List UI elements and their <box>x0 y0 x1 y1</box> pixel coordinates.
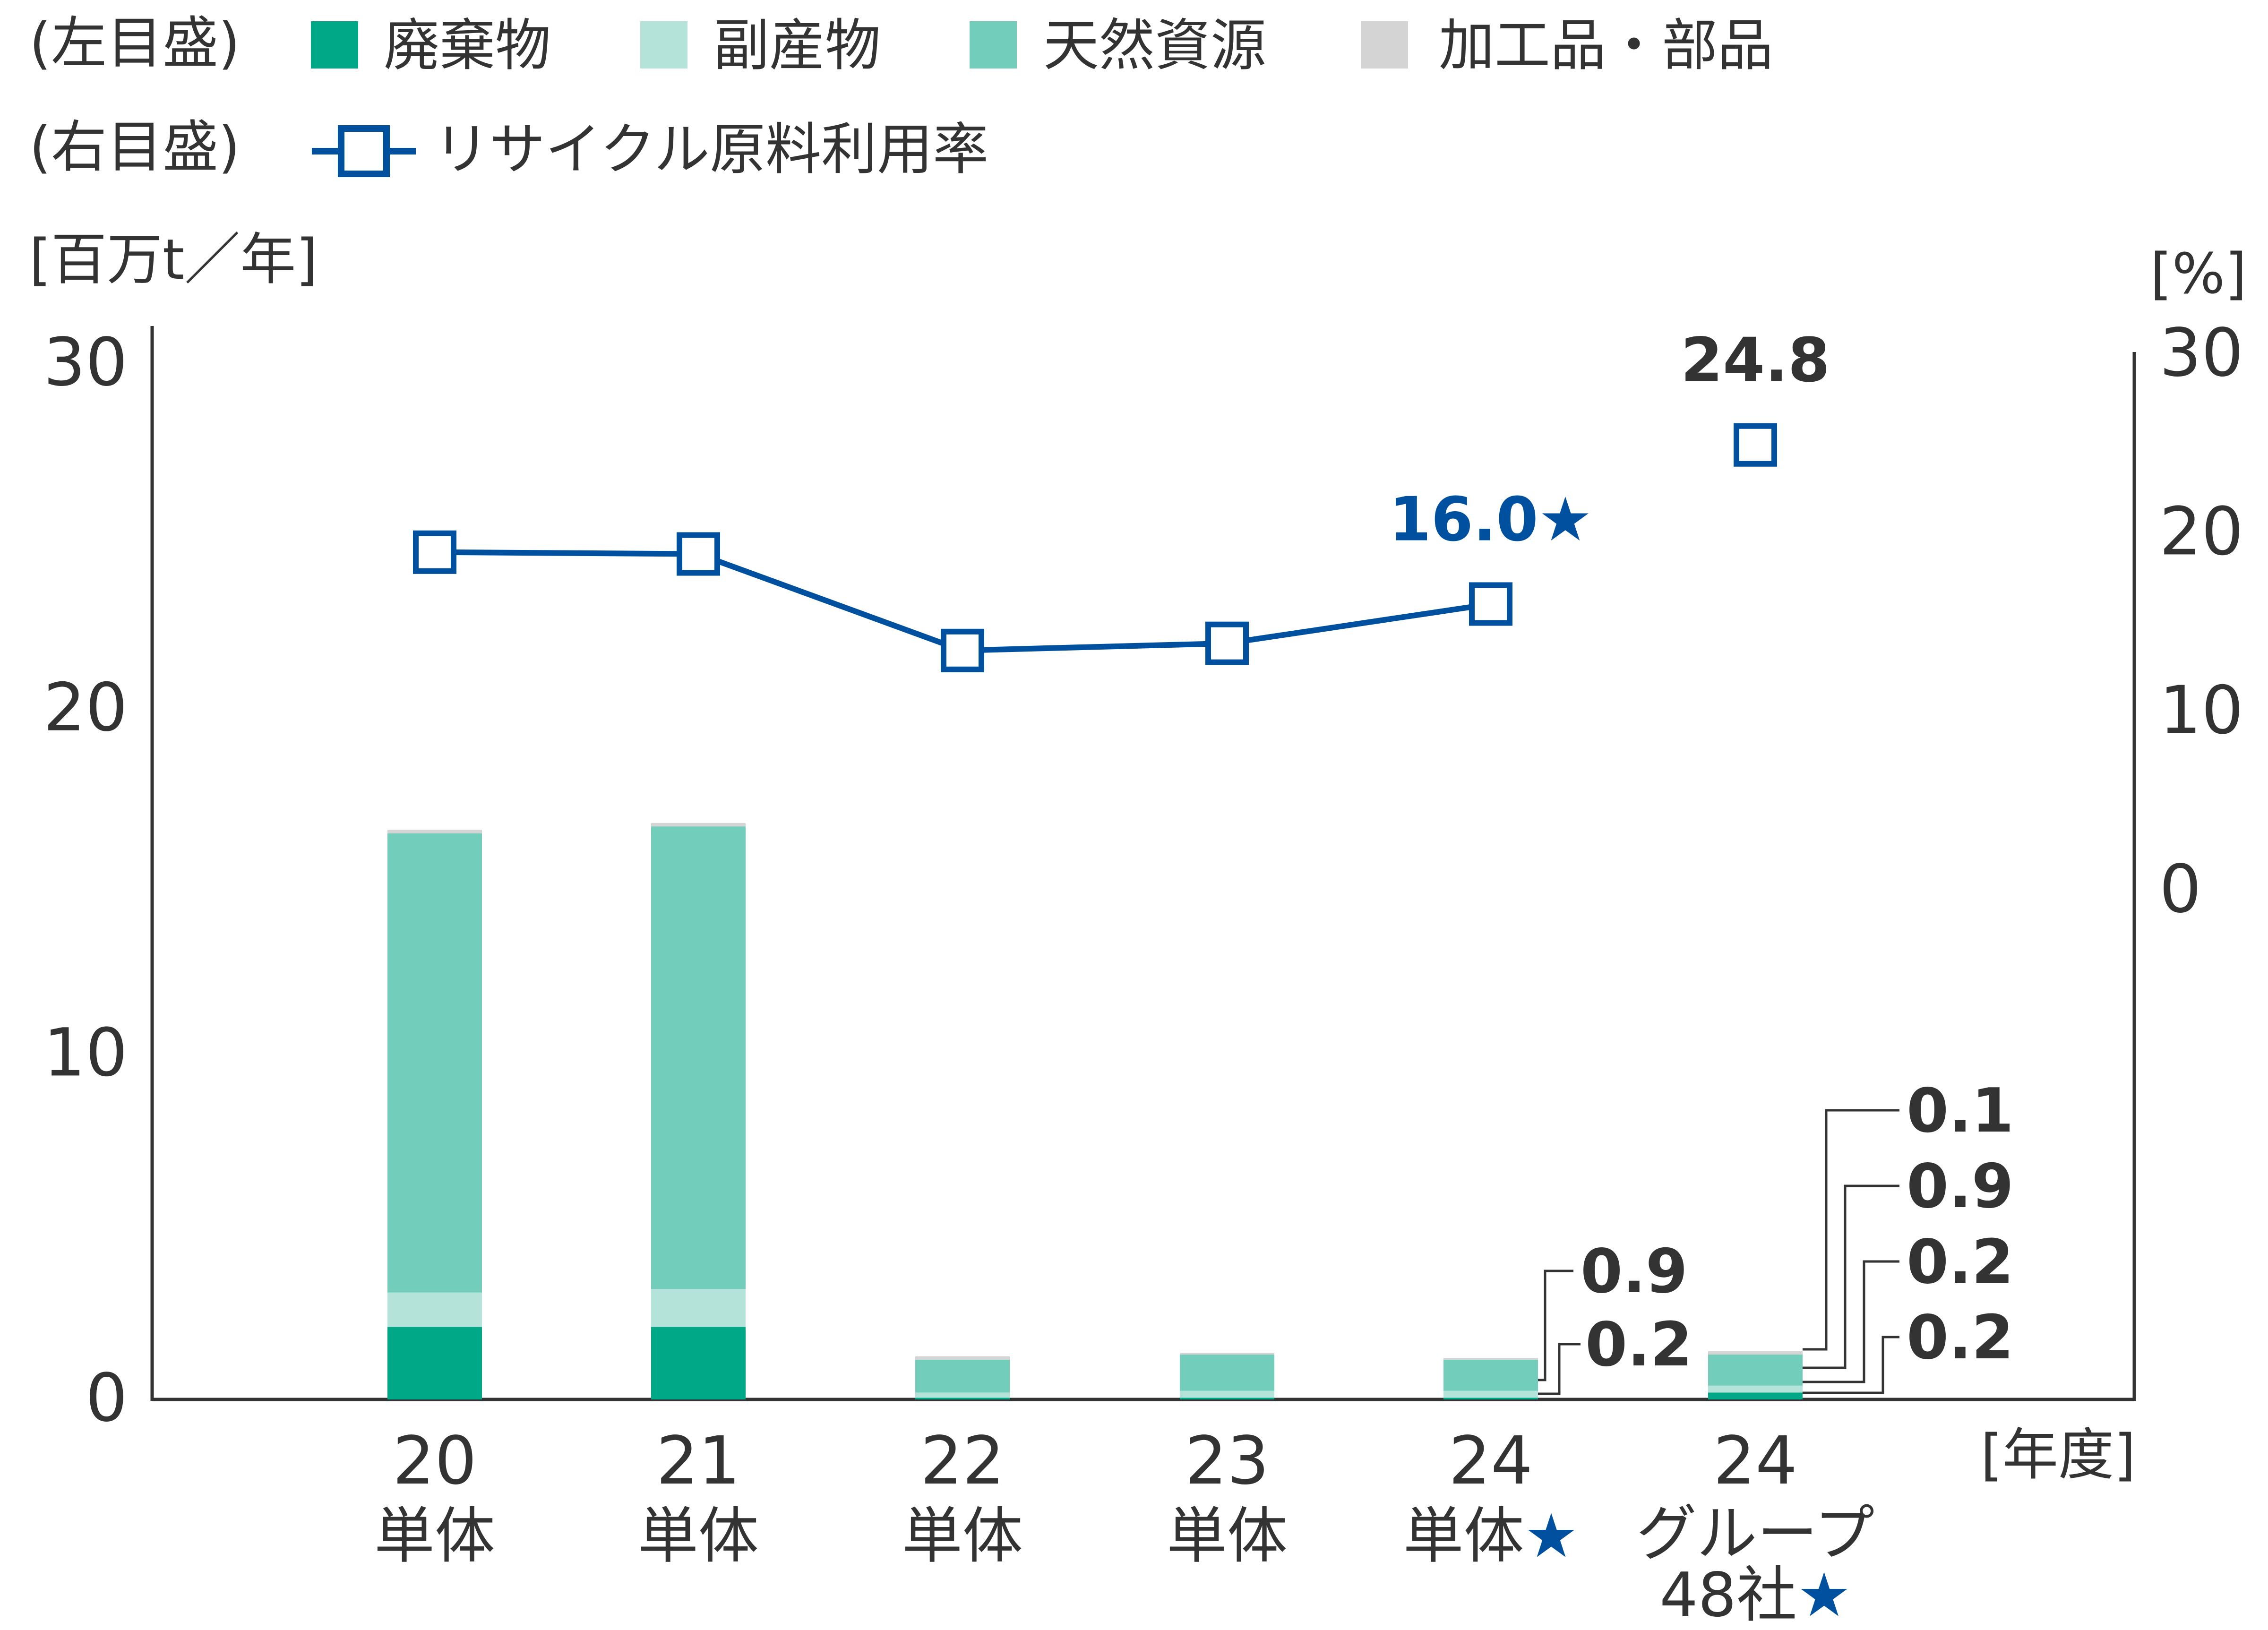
callout-leader <box>1803 1184 1899 1369</box>
bar-segment-2 <box>1180 1390 1274 1398</box>
left-axis-unit: [百万t／年] <box>29 227 318 292</box>
x-tick-year: 23 <box>1185 1423 1269 1500</box>
left-axis-ticks: 0 10 20 30 <box>43 324 128 1437</box>
bar-segment-1 <box>651 1327 746 1399</box>
callout-leader <box>1803 1260 1899 1383</box>
x-tick-sub: 単体★ <box>1403 1501 1579 1571</box>
legend-label-waste: 廃棄物 <box>384 13 551 78</box>
callout-leader <box>1538 1270 1573 1381</box>
left-tick-label: 30 <box>43 324 128 401</box>
bar-segment-4 <box>1443 1358 1538 1360</box>
callout-leader <box>1803 1336 1899 1394</box>
x-tick-sub: 単体 <box>902 1501 1023 1571</box>
legend: (左目盛) 廃棄物 副産物 天然資源 加工品・部品 (右目盛) リサイクル原料利… <box>29 10 1773 182</box>
right-tick-label: 20 <box>2159 493 2243 570</box>
bar-segment-2 <box>387 1292 482 1327</box>
x-tick-sub2: 48社★ <box>1659 1560 1851 1630</box>
x-tick-year: 22 <box>920 1423 1005 1500</box>
callout-leader <box>1803 1109 1899 1351</box>
line-point <box>1205 621 1249 665</box>
right-axis-unit: [%] <box>2150 241 2247 306</box>
legend-right-axis-tag: (右目盛) <box>29 114 240 180</box>
legend-swatch-waste <box>311 21 358 69</box>
legend-label-recycle-rate: リサイクル原料利用率 <box>434 117 988 182</box>
callout-leader <box>1538 1343 1581 1395</box>
bar-segment-1 <box>915 1398 1010 1399</box>
bar-callouts: 0.90.20.10.90.20.2 <box>1538 1076 2014 1395</box>
bar-segment-1 <box>387 1327 482 1399</box>
legend-swatch-natural <box>970 21 1017 69</box>
legend-swatch-byproduct <box>640 21 687 69</box>
x-tick-year: 21 <box>656 1423 740 1500</box>
bar-segment-2 <box>1443 1390 1538 1398</box>
line-point <box>941 628 984 672</box>
callout-label: 0.9 <box>1581 1236 1688 1307</box>
line-value-label: 24.8 <box>1681 326 1830 396</box>
bar-segment-4 <box>387 830 482 833</box>
bar-segment-4 <box>915 1356 1010 1360</box>
right-tick-label: 0 <box>2159 851 2201 928</box>
recycle-rate-line: 16.0★ 24.8 <box>413 326 1830 672</box>
x-axis-unit: [年度] <box>1981 1422 2136 1487</box>
left-tick-label: 10 <box>43 1014 128 1091</box>
x-tick-year: 20 <box>393 1423 477 1500</box>
legend-label-byproduct: 副産物 <box>713 13 881 78</box>
line-point <box>677 532 720 576</box>
callout-label: 0.2 <box>1907 1303 2014 1373</box>
bar-segment-1 <box>1180 1398 1274 1399</box>
bar-segment-1 <box>1708 1392 1803 1399</box>
legend-left-axis-tag: (左目盛) <box>29 10 240 76</box>
right-tick-label: 30 <box>2159 315 2243 392</box>
bar-segment-2 <box>651 1289 746 1327</box>
line-value-label: 16.0★ <box>1389 484 1593 555</box>
left-tick-label: 20 <box>43 669 128 746</box>
callout-label: 0.2 <box>1585 1310 1692 1380</box>
callout-label: 0.2 <box>1907 1227 2014 1297</box>
line-point <box>1469 582 1512 626</box>
callout-label: 0.1 <box>1907 1076 2014 1146</box>
bar-segment-2 <box>915 1392 1010 1398</box>
line-point <box>413 530 456 574</box>
bar-segment-4 <box>1180 1353 1274 1355</box>
bar-segment-3 <box>915 1359 1010 1393</box>
callout-label: 0.9 <box>1907 1151 2014 1222</box>
legend-label-natural: 天然資源 <box>1043 13 1266 78</box>
legend-swatch-parts <box>1361 21 1408 69</box>
x-tick-sub: 単体 <box>374 1501 495 1571</box>
x-tick-year: 24 <box>1449 1423 1533 1500</box>
left-tick-label: 0 <box>86 1360 128 1437</box>
bar-segment-3 <box>1708 1355 1803 1386</box>
legend-label-parts: 加工品・部品 <box>1439 13 1773 78</box>
legend-marker-sample <box>338 125 390 177</box>
bar-series <box>387 823 1803 1399</box>
bar-segment-3 <box>387 833 482 1293</box>
x-tick-sub: グループ <box>1636 1499 1874 1569</box>
x-tick-sub: 単体 <box>638 1501 759 1571</box>
bar-segment-4 <box>1708 1351 1803 1355</box>
bar-segment-3 <box>1180 1355 1274 1391</box>
x-tick-sub: 単体 <box>1167 1501 1288 1571</box>
bar-segment-3 <box>1443 1359 1538 1391</box>
line-point <box>1734 423 1777 467</box>
right-tick-label: 10 <box>2159 672 2243 749</box>
bar-segment-4 <box>651 823 746 827</box>
bar-segment-1 <box>1443 1398 1538 1399</box>
bar-segment-3 <box>651 826 746 1289</box>
right-axis-ticks: 0 10 20 30 <box>2159 315 2243 928</box>
x-tick-year: 24 <box>1713 1423 1797 1500</box>
bar-segment-2 <box>1708 1385 1803 1393</box>
